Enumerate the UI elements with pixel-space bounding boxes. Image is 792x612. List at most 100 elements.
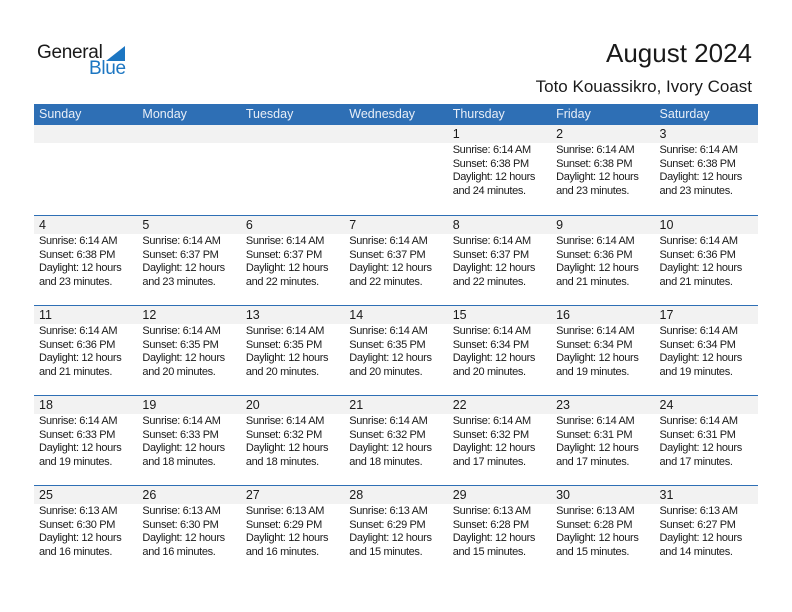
daylight2-text: and 15 minutes. bbox=[349, 545, 423, 558]
weekday-monday: Monday bbox=[142, 107, 187, 121]
date-number: 29 bbox=[447, 486, 552, 504]
sun-info: Sunrise: 6:14 AM Sunset: 6:34 PM Daylight:… bbox=[448, 324, 551, 379]
date-number: 5 bbox=[137, 216, 241, 234]
day-cell bbox=[137, 125, 241, 215]
date-number: 11 bbox=[34, 306, 138, 324]
date-number: 1 bbox=[447, 125, 552, 143]
daylight1-text: Daylight: 12 hours bbox=[452, 262, 536, 274]
daylight1-text: Daylight: 12 hours bbox=[39, 352, 122, 364]
daylight2-text: and 19 minutes. bbox=[39, 455, 113, 468]
daylight2-text: and 22 minutes. bbox=[349, 275, 423, 288]
daylight2-text: and 19 minutes. bbox=[659, 365, 733, 378]
day-cell: 18 Sunrise: 6:14 AM Sunset: 6:33 PM Dayligh… bbox=[34, 396, 138, 485]
day-cell: 6 Sunrise: 6:14 AM Sunset: 6:37 PM Daylight… bbox=[240, 216, 345, 305]
day-cell: 26 Sunrise: 6:13 AM Sunset: 6:30 PM Dayligh… bbox=[137, 486, 241, 575]
sunrise-text: Sunrise: 6:14 AM bbox=[349, 235, 428, 247]
daylight1-text: Daylight: 12 hours bbox=[659, 171, 743, 183]
sunset-text: Sunset: 6:38 PM bbox=[452, 157, 529, 170]
weekday-friday: Friday bbox=[556, 107, 591, 121]
date-number: 8 bbox=[447, 216, 552, 234]
day-cell: 9 Sunrise: 6:14 AM Sunset: 6:36 PM Daylight… bbox=[551, 216, 655, 305]
sunset-text: Sunset: 6:36 PM bbox=[659, 248, 736, 261]
sunrise-text: Sunrise: 6:14 AM bbox=[556, 144, 635, 156]
sunrise-text: Sunrise: 6:13 AM bbox=[349, 505, 428, 517]
daylight2-text: and 20 minutes. bbox=[245, 365, 319, 378]
daylight2-text: and 16 minutes. bbox=[39, 545, 113, 558]
date-number: 23 bbox=[551, 396, 655, 414]
day-cell: 20 Sunrise: 6:14 AM Sunset: 6:32 PM Dayligh… bbox=[240, 396, 345, 485]
daylight2-text: and 24 minutes. bbox=[452, 184, 526, 197]
daylight1-text: Daylight: 12 hours bbox=[659, 262, 743, 274]
day-cell: 21 Sunrise: 6:14 AM Sunset: 6:32 PM Dayligh… bbox=[344, 396, 448, 485]
daylight2-text: and 22 minutes. bbox=[452, 275, 526, 288]
sunset-text: Sunset: 6:32 PM bbox=[349, 428, 426, 441]
daylight2-text: and 23 minutes. bbox=[659, 184, 733, 197]
sun-info: Sunrise: 6:14 AM Sunset: 6:38 PM Daylight:… bbox=[34, 234, 137, 289]
sunset-text: Sunset: 6:37 PM bbox=[142, 248, 219, 261]
week-row: 4 Sunrise: 6:14 AM Sunset: 6:38 PM Daylight… bbox=[34, 215, 758, 305]
date-number: 27 bbox=[240, 486, 345, 504]
sunset-text: Sunset: 6:33 PM bbox=[39, 428, 116, 441]
date-number: 7 bbox=[344, 216, 448, 234]
daylight2-text: and 20 minutes. bbox=[452, 365, 526, 378]
sunrise-text: Sunrise: 6:14 AM bbox=[142, 325, 221, 337]
date-number: 12 bbox=[137, 306, 241, 324]
sunrise-text: Sunrise: 6:14 AM bbox=[245, 415, 325, 427]
date-number bbox=[344, 125, 448, 143]
sun-info: Sunrise: 6:14 AM Sunset: 6:33 PM Daylight:… bbox=[137, 414, 240, 469]
daylight1-text: Daylight: 12 hours bbox=[39, 262, 122, 274]
sunset-text: Sunset: 6:36 PM bbox=[556, 248, 633, 261]
sunrise-text: Sunrise: 6:14 AM bbox=[659, 325, 739, 337]
sun-info: Sunrise: 6:14 AM Sunset: 6:36 PM Daylight:… bbox=[34, 324, 137, 379]
sun-info: Sunrise: 6:14 AM Sunset: 6:37 PM Daylight:… bbox=[137, 234, 240, 289]
sun-info: Sunrise: 6:14 AM Sunset: 6:37 PM Daylight:… bbox=[344, 234, 447, 289]
date-number: 28 bbox=[344, 486, 448, 504]
date-number: 30 bbox=[551, 486, 655, 504]
sunrise-text: Sunrise: 6:14 AM bbox=[39, 235, 118, 247]
date-number: 31 bbox=[654, 486, 758, 504]
weekday-thursday: Thursday bbox=[452, 107, 505, 121]
day-cell: 31 Sunrise: 6:13 AM Sunset: 6:27 PM Dayligh… bbox=[654, 486, 758, 575]
day-cell: 16 Sunrise: 6:14 AM Sunset: 6:34 PM Dayligh… bbox=[551, 306, 655, 395]
calendar: Sunday Monday Tuesday Wednesday Thursday Frid… bbox=[34, 104, 758, 575]
day-cell: 15 Sunrise: 6:14 AM Sunset: 6:34 PM Dayligh… bbox=[447, 306, 552, 395]
daylight1-text: Daylight: 12 hours bbox=[452, 532, 536, 544]
daylight2-text: and 16 minutes. bbox=[245, 545, 319, 558]
sunrise-text: Sunrise: 6:14 AM bbox=[556, 235, 635, 247]
day-cell: 10 Sunrise: 6:14 AM Sunset: 6:36 PM Dayligh… bbox=[654, 216, 758, 305]
daylight1-text: Daylight: 12 hours bbox=[659, 532, 743, 544]
sunset-text: Sunset: 6:30 PM bbox=[142, 518, 219, 531]
date-number: 20 bbox=[240, 396, 345, 414]
daylight1-text: Daylight: 12 hours bbox=[245, 442, 329, 454]
daylight1-text: Daylight: 12 hours bbox=[142, 262, 225, 274]
day-cell: 14 Sunrise: 6:14 AM Sunset: 6:35 PM Dayligh… bbox=[344, 306, 448, 395]
page-title: August 2024 bbox=[605, 38, 752, 68]
daylight2-text: and 18 minutes. bbox=[142, 455, 216, 468]
sunset-text: Sunset: 6:38 PM bbox=[39, 248, 116, 261]
day-cell: 28 Sunrise: 6:13 AM Sunset: 6:29 PM Dayligh… bbox=[344, 486, 448, 575]
daylight1-text: Daylight: 12 hours bbox=[349, 352, 432, 364]
date-number: 13 bbox=[240, 306, 345, 324]
date-number bbox=[137, 125, 241, 143]
day-cell: 5 Sunrise: 6:14 AM Sunset: 6:37 PM Daylight… bbox=[137, 216, 241, 305]
date-number: 17 bbox=[654, 306, 758, 324]
sunrise-text: Sunrise: 6:14 AM bbox=[39, 415, 118, 427]
date-number: 3 bbox=[654, 125, 758, 143]
weekday-header: Sunday Monday Tuesday Wednesday Thursday Frid… bbox=[34, 104, 758, 125]
sunrise-text: Sunrise: 6:14 AM bbox=[142, 235, 221, 247]
daylight2-text: and 23 minutes. bbox=[142, 275, 216, 288]
sunset-text: Sunset: 6:28 PM bbox=[452, 518, 529, 531]
daylight2-text: and 20 minutes. bbox=[349, 365, 423, 378]
sun-info: Sunrise: 6:13 AM Sunset: 6:29 PM Daylight:… bbox=[344, 504, 447, 559]
daylight2-text: and 18 minutes. bbox=[349, 455, 423, 468]
day-cell: 25 Sunrise: 6:13 AM Sunset: 6:30 PM Dayligh… bbox=[34, 486, 138, 575]
daylight2-text: and 18 minutes. bbox=[245, 455, 319, 468]
sunrise-text: Sunrise: 6:14 AM bbox=[349, 325, 428, 337]
sunset-text: Sunset: 6:31 PM bbox=[659, 428, 736, 441]
day-cell: 24 Sunrise: 6:14 AM Sunset: 6:31 PM Dayligh… bbox=[654, 396, 758, 485]
daylight1-text: Daylight: 12 hours bbox=[556, 262, 639, 274]
daylight1-text: Daylight: 12 hours bbox=[142, 352, 225, 364]
daylight1-text: Daylight: 12 hours bbox=[452, 352, 536, 364]
day-cell: 30 Sunrise: 6:13 AM Sunset: 6:28 PM Dayligh… bbox=[551, 486, 655, 575]
day-cell: 27 Sunrise: 6:13 AM Sunset: 6:29 PM Dayligh… bbox=[240, 486, 345, 575]
